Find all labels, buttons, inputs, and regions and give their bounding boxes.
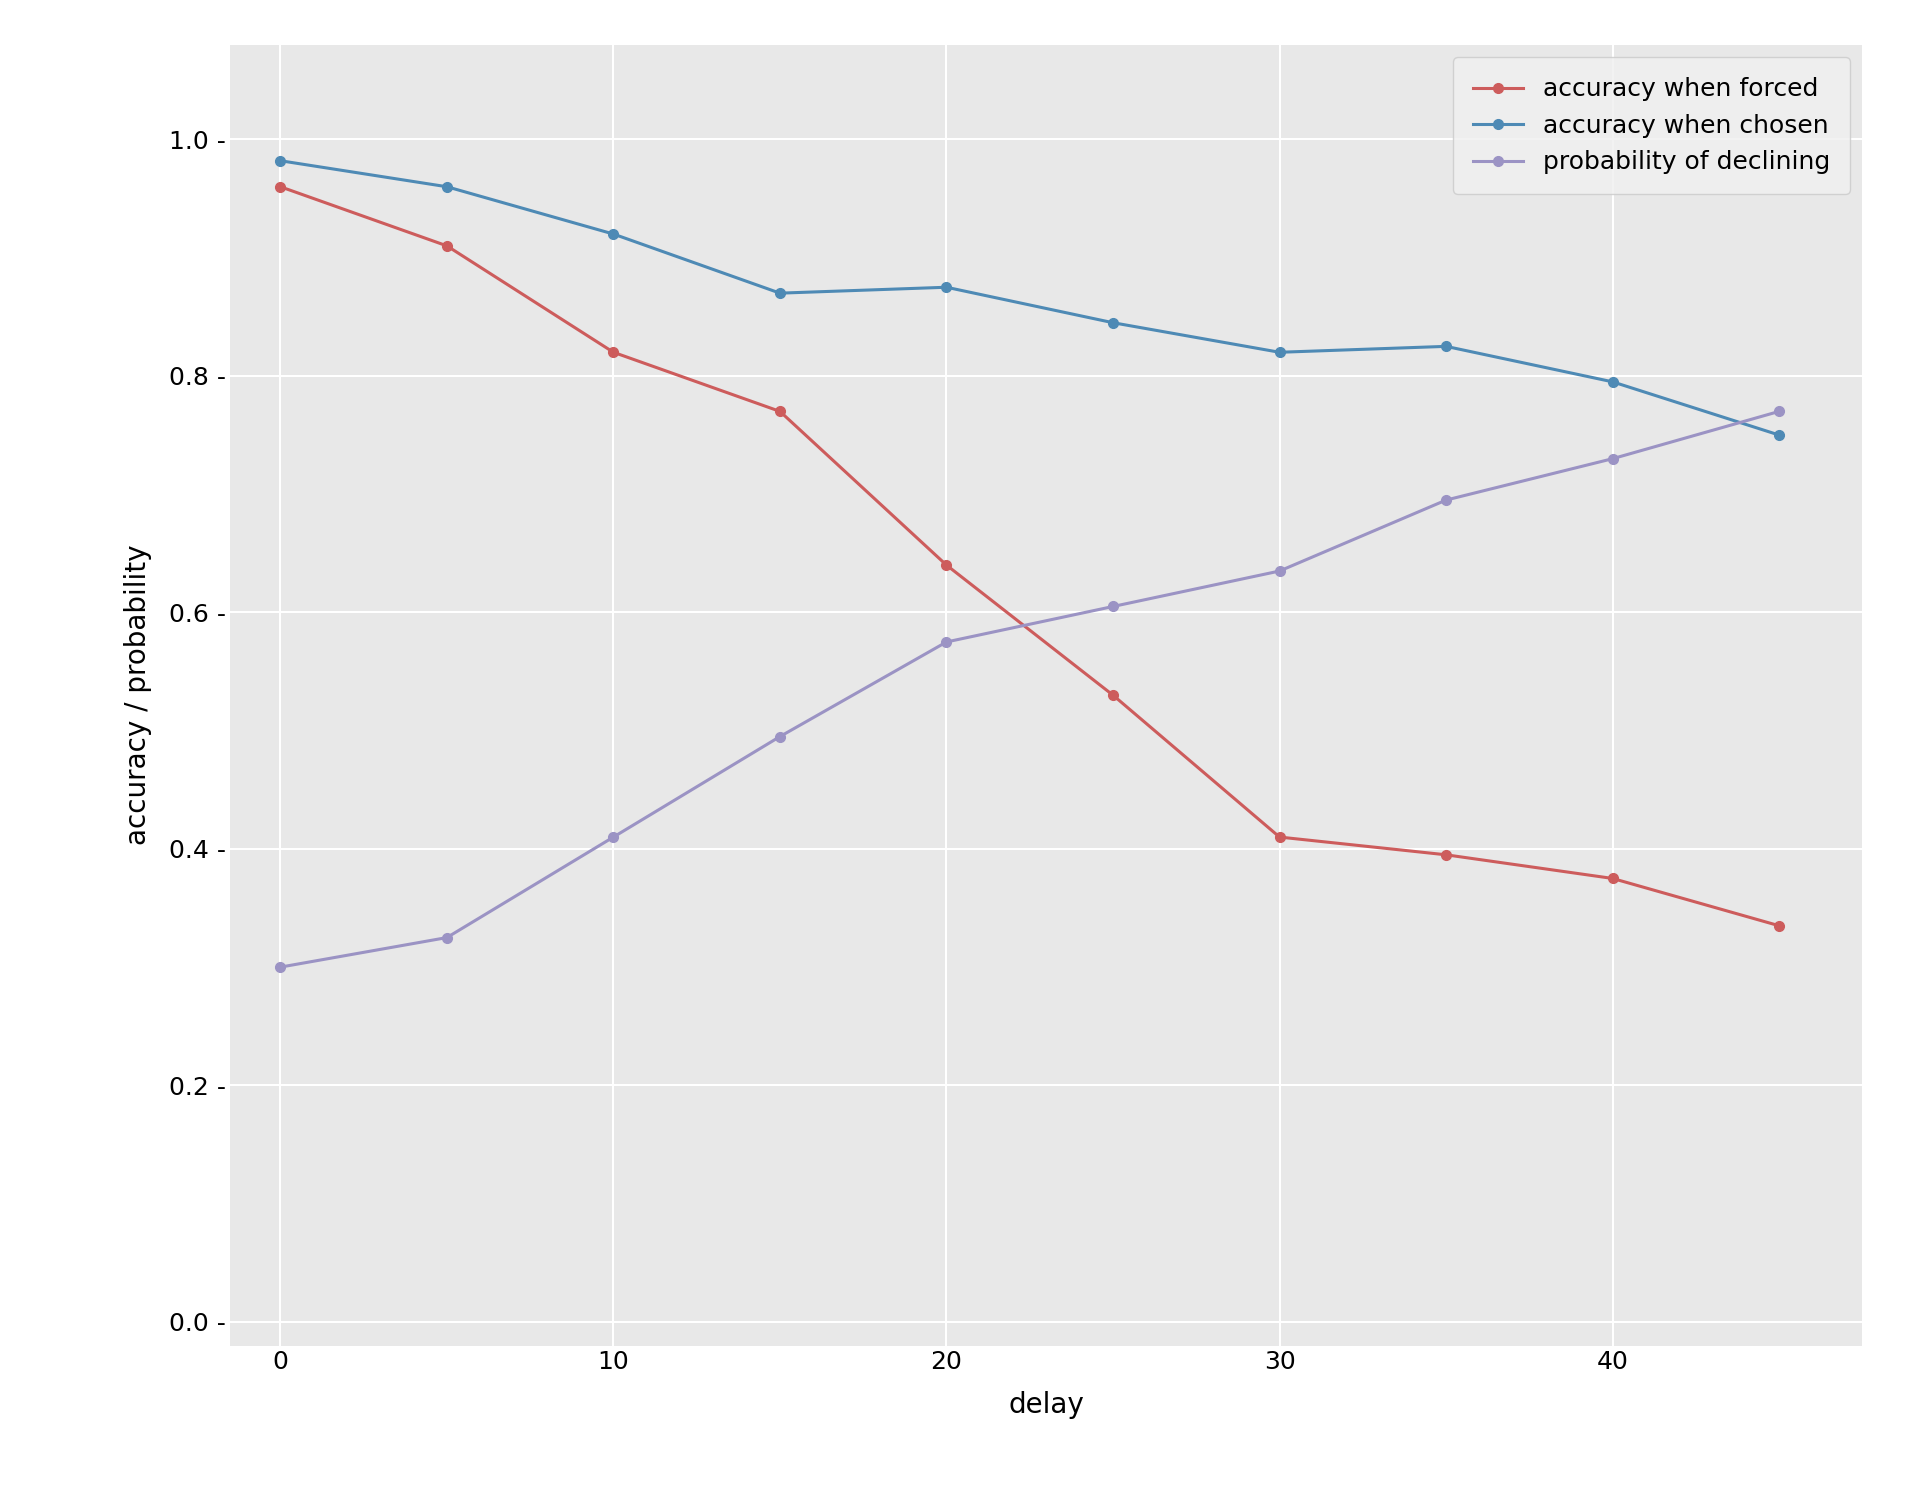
accuracy when chosen xyxy=(1768,426,1791,444)
Line: accuracy when forced: accuracy when forced xyxy=(275,182,1784,930)
accuracy when forced xyxy=(768,402,791,420)
X-axis label: delay: delay xyxy=(1008,1390,1085,1419)
probability of declining xyxy=(935,632,958,650)
Legend: accuracy when forced, accuracy when chosen, probability of declining: accuracy when forced, accuracy when chos… xyxy=(1453,57,1849,194)
accuracy when chosen xyxy=(601,226,624,244)
accuracy when chosen xyxy=(269,152,292,170)
accuracy when forced xyxy=(1267,828,1290,846)
accuracy when forced xyxy=(1434,846,1457,864)
accuracy when forced xyxy=(935,556,958,574)
accuracy when chosen xyxy=(768,284,791,302)
probability of declining xyxy=(1601,450,1624,468)
accuracy when chosen xyxy=(1102,314,1125,332)
probability of declining xyxy=(1267,562,1290,580)
accuracy when chosen xyxy=(1601,372,1624,390)
probability of declining xyxy=(1768,402,1791,420)
Line: probability of declining: probability of declining xyxy=(275,407,1784,972)
accuracy when forced xyxy=(1768,916,1791,934)
probability of declining xyxy=(269,958,292,976)
probability of declining xyxy=(1434,492,1457,510)
probability of declining xyxy=(768,728,791,746)
probability of declining xyxy=(1102,598,1125,616)
accuracy when chosen xyxy=(1434,338,1457,356)
probability of declining xyxy=(436,928,459,946)
accuracy when forced xyxy=(1102,686,1125,704)
Y-axis label: accuracy / probability: accuracy / probability xyxy=(125,544,152,846)
accuracy when forced xyxy=(269,178,292,196)
accuracy when forced xyxy=(1601,870,1624,888)
Line: accuracy when chosen: accuracy when chosen xyxy=(275,155,1784,440)
accuracy when chosen xyxy=(935,278,958,296)
accuracy when chosen xyxy=(1267,344,1290,362)
probability of declining xyxy=(601,828,624,846)
accuracy when forced xyxy=(436,236,459,254)
accuracy when forced xyxy=(601,344,624,362)
accuracy when chosen xyxy=(436,178,459,196)
